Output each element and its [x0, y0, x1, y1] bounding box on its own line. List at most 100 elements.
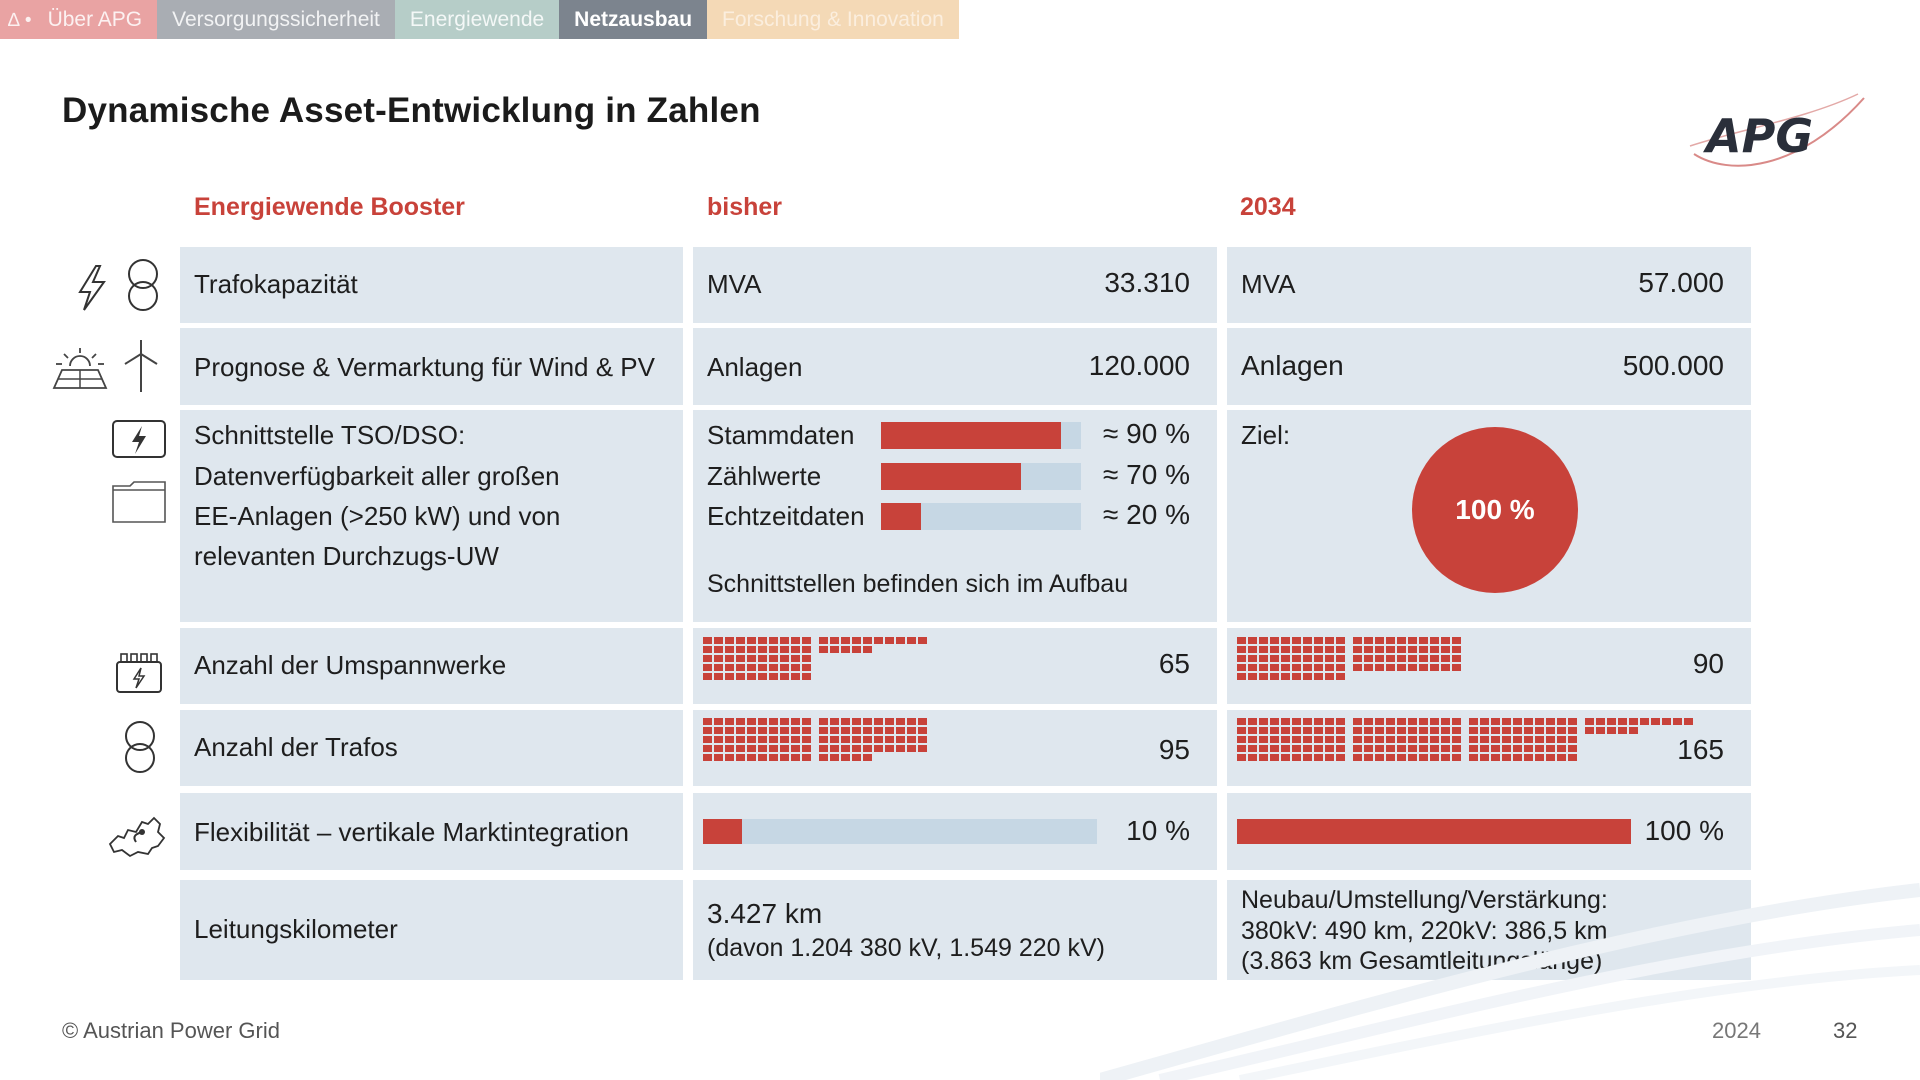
unit-square — [703, 718, 712, 725]
unit-square — [1270, 745, 1279, 752]
value-label: 95 — [1158, 734, 1190, 765]
footer-copyright: © Austrian Power Grid — [62, 1018, 280, 1043]
unit-square — [863, 637, 872, 644]
unit-square — [1303, 673, 1312, 680]
unit-square — [1364, 736, 1373, 743]
unit-block — [1237, 637, 1345, 680]
unit-square — [1441, 664, 1450, 671]
unit-square — [747, 664, 756, 671]
unit-square — [1353, 646, 1362, 653]
progress-fill — [1237, 819, 1631, 844]
unit-square — [1430, 664, 1439, 671]
unit-square — [802, 745, 811, 752]
unit-square — [1336, 736, 1345, 743]
unit-square — [703, 727, 712, 734]
unit-square — [896, 637, 905, 644]
unit-square — [1568, 745, 1577, 752]
tab-ueber-apg[interactable]: ∆ • Über APG — [0, 0, 158, 39]
unit-square — [1386, 727, 1395, 734]
unit-square — [1314, 727, 1323, 734]
unit-square — [758, 646, 767, 653]
footer-year: 2024 — [1712, 1018, 1761, 1043]
unit-square — [1248, 646, 1257, 653]
unit-grid-umspannwerke-bisher — [703, 637, 927, 680]
unit-square — [769, 673, 778, 680]
unit-square — [802, 673, 811, 680]
unit-grid-trafos-bisher — [703, 718, 927, 761]
row-trafokapazitaet-label: Trafokapazität — [180, 247, 683, 323]
row-label: Flexibilität – vertikale Marktintegratio… — [194, 817, 629, 847]
progress-fill — [881, 503, 921, 530]
unit-square — [819, 646, 828, 653]
unit-square — [736, 727, 745, 734]
unit-square — [758, 727, 767, 734]
progress-bar-echtzeitdaten — [881, 503, 1081, 530]
unit-square — [1353, 745, 1362, 752]
unit-square — [1259, 727, 1268, 734]
unit-label: MVA — [1241, 269, 1296, 299]
unit-square — [725, 727, 734, 734]
progress-bar-zaehlwerte — [881, 463, 1081, 490]
unit-square — [1292, 646, 1301, 653]
unit-square — [1430, 754, 1439, 761]
unit-square — [1336, 673, 1345, 680]
unit-square — [1469, 736, 1478, 743]
folder-icon — [112, 480, 166, 524]
unit-square — [819, 718, 828, 725]
unit-square — [1480, 727, 1489, 734]
unit-block — [1353, 718, 1461, 761]
unit-square — [1248, 673, 1257, 680]
unit-square — [780, 727, 789, 734]
unit-square — [791, 646, 800, 653]
unit-square — [769, 646, 778, 653]
unit-square — [1502, 736, 1511, 743]
lightning-icon — [76, 264, 108, 312]
unit-square — [1336, 754, 1345, 761]
unit-square — [1441, 718, 1450, 725]
unit-square — [1524, 745, 1533, 752]
tab-forschung-innovation[interactable]: Forschung & Innovation — [707, 0, 959, 39]
unit-square — [802, 727, 811, 734]
tab-energiewende[interactable]: Energiewende — [394, 0, 560, 39]
tab-versorgungssicherheit[interactable]: Versorgungssicherheit — [157, 0, 395, 39]
unit-square — [802, 754, 811, 761]
unit-square — [714, 745, 723, 752]
unit-square — [1452, 736, 1461, 743]
unit-square — [1259, 664, 1268, 671]
unit-square — [1314, 673, 1323, 680]
unit-square — [1270, 673, 1279, 680]
unit-square — [1259, 718, 1268, 725]
unit-square — [703, 736, 712, 743]
unit-square — [1281, 745, 1290, 752]
unit-square — [714, 646, 723, 653]
unit-square — [1452, 637, 1461, 644]
unit-square — [1325, 646, 1334, 653]
unit-square — [907, 745, 916, 752]
bar-value-stammdaten: ≈ 90 % — [1103, 418, 1190, 449]
row-trafos-label: Anzahl der Trafos — [180, 710, 683, 786]
unit-square — [819, 754, 828, 761]
unit-block — [819, 637, 927, 680]
tab-netzausbau[interactable]: Netzausbau — [559, 0, 708, 39]
unit-square — [1469, 745, 1478, 752]
row-flex-label: Flexibilität – vertikale Marktintegratio… — [180, 793, 683, 870]
unit-square — [1237, 673, 1246, 680]
unit-square — [1303, 718, 1312, 725]
unit-square — [1281, 727, 1290, 734]
unit-label: Anlagen — [1241, 350, 1344, 381]
unit-square — [769, 736, 778, 743]
unit-square — [780, 745, 789, 752]
row-label: Trafokapazität — [194, 269, 358, 299]
unit-square — [1259, 754, 1268, 761]
unit-square — [791, 754, 800, 761]
unit-square — [863, 727, 872, 734]
unit-square — [1270, 718, 1279, 725]
unit-square — [841, 718, 850, 725]
unit-square — [1237, 736, 1246, 743]
unit-square — [1397, 745, 1406, 752]
unit-square — [791, 736, 800, 743]
unit-square — [863, 745, 872, 752]
unit-square — [819, 637, 828, 644]
unit-square — [703, 664, 712, 671]
unit-square — [769, 745, 778, 752]
